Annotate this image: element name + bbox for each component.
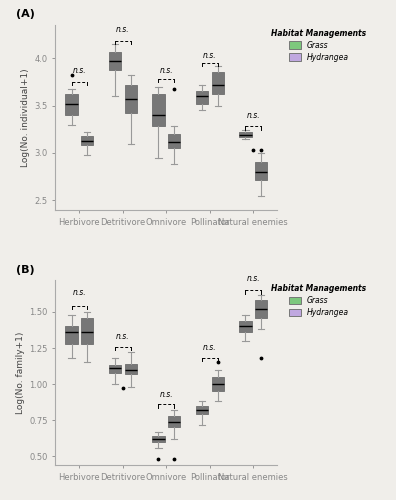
Text: n.s.: n.s. bbox=[246, 274, 260, 283]
Text: (A): (A) bbox=[15, 10, 34, 20]
Text: (B): (B) bbox=[15, 264, 34, 274]
PathPatch shape bbox=[152, 94, 165, 126]
PathPatch shape bbox=[125, 84, 137, 113]
PathPatch shape bbox=[125, 364, 137, 374]
Text: n.s.: n.s. bbox=[203, 51, 217, 60]
Y-axis label: Log(No. individual+1): Log(No. individual+1) bbox=[21, 68, 30, 166]
PathPatch shape bbox=[239, 132, 251, 137]
Text: n.s.: n.s. bbox=[246, 111, 260, 120]
PathPatch shape bbox=[168, 134, 180, 148]
Y-axis label: Log(No. family+1): Log(No. family+1) bbox=[16, 332, 25, 414]
Text: n.s.: n.s. bbox=[72, 66, 86, 75]
PathPatch shape bbox=[65, 94, 78, 115]
PathPatch shape bbox=[81, 318, 93, 344]
PathPatch shape bbox=[168, 416, 180, 428]
PathPatch shape bbox=[255, 300, 267, 318]
PathPatch shape bbox=[255, 162, 267, 180]
PathPatch shape bbox=[152, 436, 165, 442]
Legend: Grass, Hydrangea: Grass, Hydrangea bbox=[271, 29, 367, 62]
Text: n.s.: n.s. bbox=[72, 288, 86, 298]
PathPatch shape bbox=[211, 72, 224, 94]
Legend: Grass, Hydrangea: Grass, Hydrangea bbox=[271, 284, 367, 317]
PathPatch shape bbox=[65, 326, 78, 344]
PathPatch shape bbox=[109, 366, 121, 372]
Text: n.s.: n.s. bbox=[116, 26, 129, 35]
PathPatch shape bbox=[81, 136, 93, 145]
PathPatch shape bbox=[196, 406, 208, 414]
PathPatch shape bbox=[211, 377, 224, 392]
Text: n.s.: n.s. bbox=[203, 344, 217, 352]
PathPatch shape bbox=[239, 320, 251, 332]
PathPatch shape bbox=[109, 52, 121, 70]
Text: n.s.: n.s. bbox=[160, 390, 173, 398]
Text: n.s.: n.s. bbox=[160, 66, 173, 75]
Text: n.s.: n.s. bbox=[116, 332, 129, 341]
PathPatch shape bbox=[196, 92, 208, 104]
